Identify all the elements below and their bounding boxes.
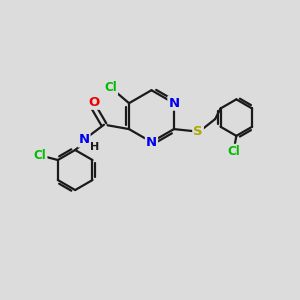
Text: Cl: Cl bbox=[104, 81, 117, 94]
Text: Cl: Cl bbox=[228, 145, 240, 158]
Text: N: N bbox=[168, 97, 179, 110]
Text: N: N bbox=[146, 136, 157, 148]
Text: S: S bbox=[193, 125, 203, 138]
Text: Cl: Cl bbox=[34, 149, 46, 162]
Text: H: H bbox=[90, 142, 99, 152]
Text: N: N bbox=[78, 134, 89, 146]
Text: O: O bbox=[88, 96, 99, 109]
